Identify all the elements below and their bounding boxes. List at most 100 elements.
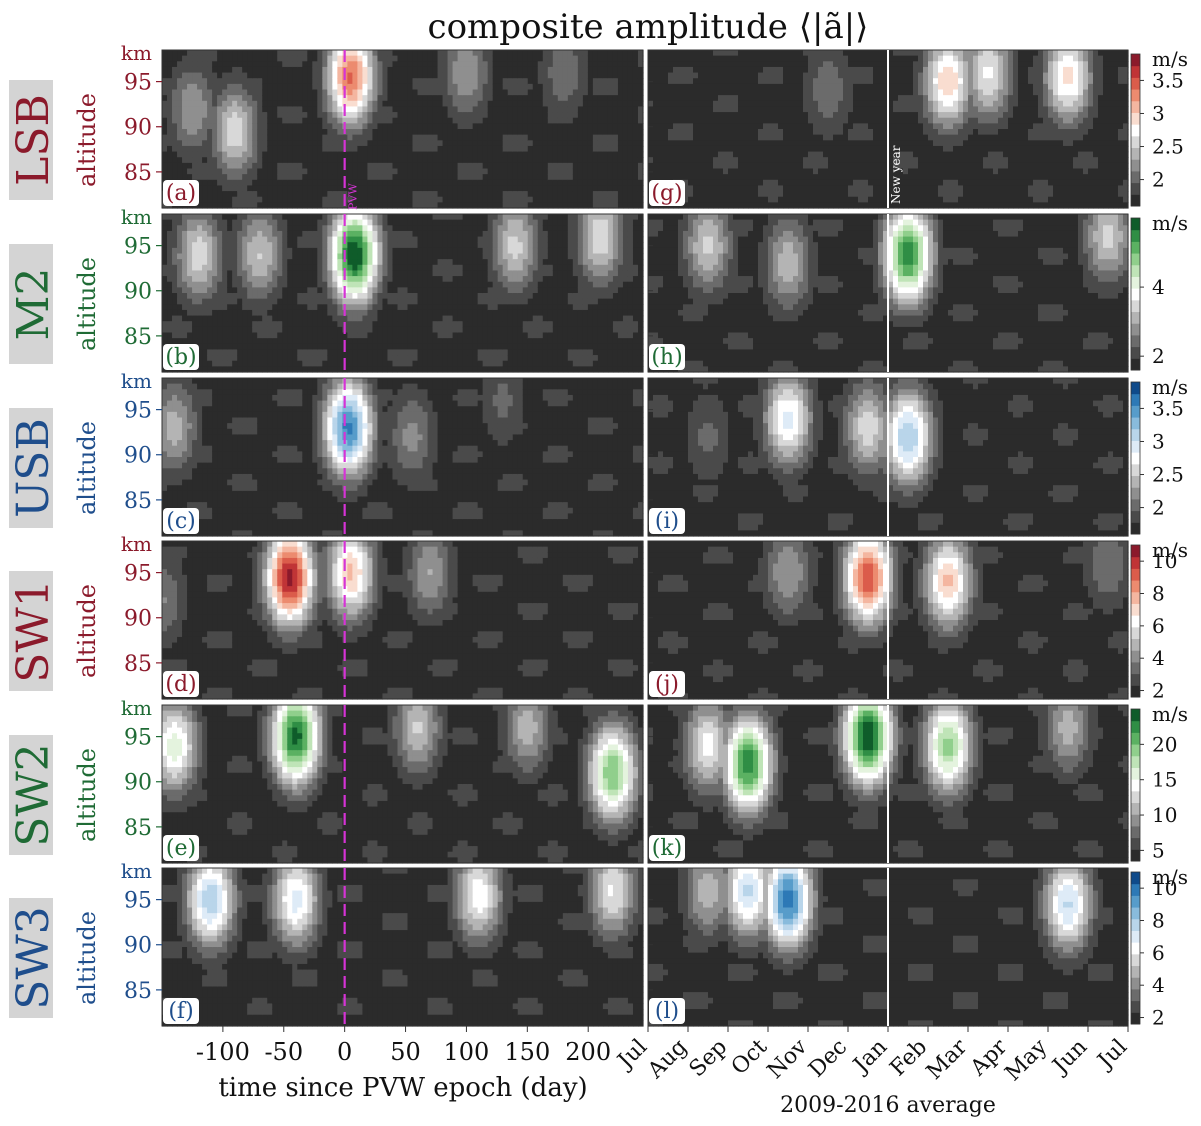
left-x-tick-label: 0 bbox=[337, 1038, 352, 1066]
left-heatmap-usb bbox=[162, 378, 644, 537]
colorbar-segment bbox=[1131, 218, 1140, 230]
left-panel-letter: (b) bbox=[165, 345, 196, 370]
y-axis-label: altitude bbox=[73, 748, 101, 842]
y-unit-label: km bbox=[121, 696, 152, 720]
component-label: M2 bbox=[8, 267, 59, 340]
colorbar-segment bbox=[1131, 440, 1140, 452]
colorbar-tick-label: 2 bbox=[1152, 496, 1165, 520]
colorbar-segment bbox=[1131, 662, 1140, 674]
left-panel-letter: (d) bbox=[165, 672, 196, 697]
colorbar-segment bbox=[1131, 511, 1140, 523]
colorbar-tick-label: 3.5 bbox=[1152, 396, 1184, 420]
left-heatmap-sw1 bbox=[162, 541, 644, 700]
left-panel-letter: (f) bbox=[168, 999, 193, 1024]
colorbar-segment bbox=[1131, 756, 1140, 768]
colorbar-segment bbox=[1131, 557, 1140, 569]
colorbar-lsb: 22.533.5m/s bbox=[1131, 47, 1188, 207]
colorbar-tick-label: 3.5 bbox=[1152, 68, 1184, 92]
component-label: SW2 bbox=[8, 743, 59, 846]
right-x-tick-label: Sep bbox=[685, 1035, 733, 1083]
right-x-tick-label: Mar bbox=[922, 1034, 973, 1085]
colorbar-segment bbox=[1131, 159, 1140, 171]
colorbar-segment bbox=[1131, 136, 1140, 148]
colorbar-segment bbox=[1131, 942, 1140, 954]
right-panel-letter: (h) bbox=[651, 345, 682, 370]
colorbar-segment bbox=[1131, 826, 1140, 838]
colorbar-tick-label: 5 bbox=[1152, 838, 1165, 862]
colorbar-unit-label: m/s bbox=[1152, 538, 1188, 562]
y-tick-label: 85 bbox=[124, 816, 152, 841]
colorbar-segment bbox=[1131, 709, 1140, 721]
colorbar-segment bbox=[1131, 148, 1140, 160]
y-tick-label: 90 bbox=[124, 280, 152, 305]
colorbar-tick-label: 4 bbox=[1152, 646, 1165, 670]
left-x-tick-label: -100 bbox=[196, 1038, 250, 1066]
colorbar-segment bbox=[1131, 814, 1140, 826]
colorbar-unit-label: m/s bbox=[1152, 865, 1188, 889]
colorbar-tick-label: 2 bbox=[1152, 1006, 1165, 1030]
colorbar-segment bbox=[1131, 1012, 1140, 1024]
y-unit-label: km bbox=[121, 532, 152, 556]
colorbar-unit-label: m/s bbox=[1152, 211, 1188, 235]
colorbar-segment bbox=[1131, 358, 1140, 370]
right-x-tick-label: Jun bbox=[1047, 1035, 1092, 1080]
colorbar-segment bbox=[1131, 77, 1140, 89]
y-tick-label: 90 bbox=[124, 116, 152, 141]
colorbar-segment bbox=[1131, 429, 1140, 441]
y-tick-label: 85 bbox=[124, 325, 152, 350]
colorbar-segment bbox=[1131, 171, 1140, 183]
left-heatmap-sw2 bbox=[162, 705, 644, 864]
colorbar-segment bbox=[1131, 977, 1140, 989]
left-panel-letter: (c) bbox=[166, 509, 196, 534]
colorbar-segment bbox=[1131, 685, 1140, 697]
right-panel-letter: (l) bbox=[655, 999, 679, 1024]
colorbar-usb: 22.533.5m/s bbox=[1131, 375, 1188, 535]
colorbar-segment bbox=[1131, 580, 1140, 592]
colorbar-segment bbox=[1131, 312, 1140, 324]
right-x-tick-label: Oct bbox=[727, 1034, 773, 1080]
colorbar-segment bbox=[1131, 919, 1140, 931]
colorbar-segment bbox=[1131, 884, 1140, 896]
colorbar-segment bbox=[1131, 124, 1140, 136]
colorbar-segment bbox=[1131, 1001, 1140, 1013]
y-tick-label: 95 bbox=[124, 726, 152, 751]
colorbar-tick-label: 2.5 bbox=[1152, 135, 1184, 159]
colorbar-segment bbox=[1131, 849, 1140, 861]
left-x-axis-label: time since PVW epoch (day) bbox=[218, 1073, 587, 1103]
colorbar-segment bbox=[1131, 276, 1140, 288]
colorbar-tick-label: 3 bbox=[1152, 101, 1165, 125]
y-axis-label: altitude bbox=[73, 584, 101, 678]
colorbar-segment bbox=[1131, 183, 1140, 195]
figure-title: composite amplitude ⟨|ã|⟩ bbox=[428, 7, 869, 47]
colorbar-segment bbox=[1131, 487, 1140, 499]
colorbar-tick-label: 8 bbox=[1152, 582, 1165, 606]
y-axis-label: altitude bbox=[73, 257, 101, 351]
colorbar-segment bbox=[1131, 930, 1140, 942]
colorbar-segment bbox=[1131, 89, 1140, 101]
y-axis-label: altitude bbox=[73, 421, 101, 515]
y-tick-label: 95 bbox=[124, 235, 152, 260]
colorbar-segment bbox=[1131, 872, 1140, 884]
colorbar-segment bbox=[1131, 230, 1140, 242]
component-label: SW1 bbox=[8, 579, 59, 682]
colorbar-segment bbox=[1131, 499, 1140, 511]
left-x-tick-label: 200 bbox=[565, 1038, 611, 1066]
colorbar-segment bbox=[1131, 791, 1140, 803]
colorbar-segment bbox=[1131, 347, 1140, 359]
colorbar-segment bbox=[1131, 335, 1140, 347]
colorbar-segment bbox=[1131, 779, 1140, 791]
colorbar-segment bbox=[1131, 241, 1140, 253]
left-x-tick-label: -50 bbox=[264, 1038, 303, 1066]
component-label: SW3 bbox=[8, 906, 59, 1009]
y-tick-label: 95 bbox=[124, 562, 152, 587]
colorbar-segment bbox=[1131, 194, 1140, 206]
y-tick-label: 85 bbox=[124, 979, 152, 1004]
